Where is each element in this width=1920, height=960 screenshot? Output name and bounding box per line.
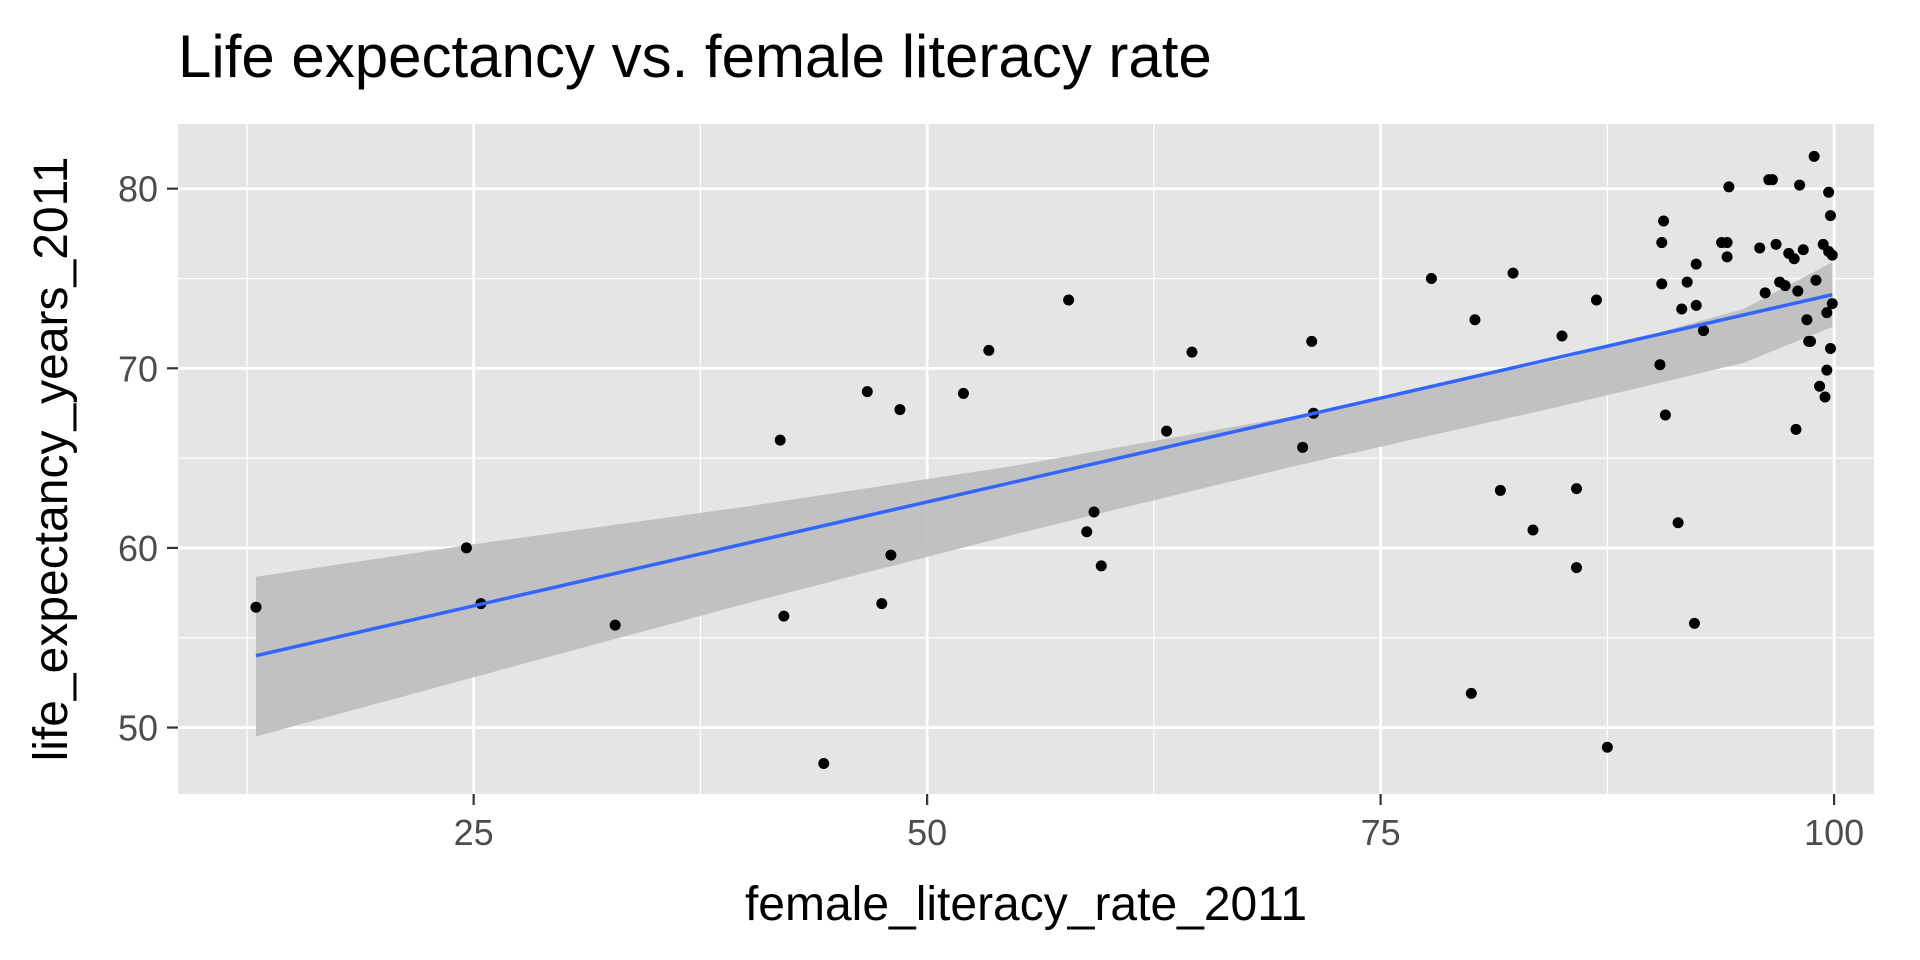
data-point — [1494, 484, 1506, 496]
data-point — [1690, 299, 1702, 311]
data-point — [1672, 517, 1684, 529]
data-point — [1469, 314, 1481, 326]
data-point — [1723, 181, 1735, 193]
data-point — [1590, 294, 1602, 306]
x-tick-label: 25 — [454, 812, 494, 853]
data-point — [1688, 617, 1700, 629]
data-point — [1063, 294, 1075, 306]
data-point — [876, 598, 888, 610]
data-point — [460, 542, 472, 554]
data-point — [1297, 441, 1309, 453]
y-tick-label: 50 — [118, 708, 158, 749]
data-point — [1819, 391, 1831, 403]
y-tick-label: 70 — [118, 348, 158, 389]
data-point — [609, 619, 621, 631]
data-point — [1465, 687, 1477, 699]
confidence-band — [256, 262, 1833, 737]
data-point — [1676, 303, 1688, 315]
data-point — [1601, 741, 1613, 753]
data-point — [1797, 244, 1809, 256]
axes: 25 50 75 100 50 60 70 80 — [118, 169, 1864, 853]
data-point — [1081, 526, 1093, 538]
data-point — [1186, 346, 1198, 358]
data-point — [1754, 242, 1766, 254]
data-point — [1821, 307, 1833, 319]
chart-title: Life expectancy vs. female literacy rate — [178, 23, 1212, 90]
data-point — [885, 549, 897, 561]
data-point — [1808, 150, 1820, 162]
data-point — [1659, 409, 1671, 421]
x-tick-label: 75 — [1361, 812, 1401, 853]
data-point — [250, 601, 262, 613]
data-point — [1556, 330, 1568, 342]
data-point — [861, 386, 873, 398]
data-point — [1681, 276, 1693, 288]
data-point — [1790, 423, 1802, 435]
y-tick-label: 60 — [118, 528, 158, 569]
data-point — [1527, 524, 1539, 536]
data-point — [1571, 483, 1583, 495]
data-point — [778, 610, 790, 622]
data-point — [1656, 237, 1668, 249]
data-point — [1759, 287, 1771, 299]
data-point — [1721, 237, 1733, 249]
data-point — [957, 387, 969, 399]
data-point — [1721, 251, 1733, 263]
x-tick-label: 50 — [907, 812, 947, 853]
data-point — [1571, 562, 1583, 574]
data-point — [1654, 359, 1666, 371]
data-point — [1826, 249, 1838, 261]
data-point — [1779, 280, 1791, 292]
data-point — [1823, 186, 1835, 198]
data-point — [1088, 506, 1100, 518]
data-point — [1805, 335, 1817, 347]
data-point — [1824, 343, 1836, 355]
x-tick-label: 100 — [1804, 812, 1864, 853]
data-point — [1766, 174, 1778, 186]
data-point — [1690, 258, 1702, 270]
data-point — [1425, 272, 1437, 284]
data-point — [894, 404, 906, 416]
fit-line-layer — [255, 292, 1833, 658]
x-axis-title: female_literacy_rate_2011 — [745, 878, 1307, 931]
data-point — [1658, 215, 1670, 227]
data-point — [1821, 364, 1833, 376]
data-point — [1814, 380, 1826, 392]
data-point — [1306, 335, 1318, 347]
data-point — [1770, 238, 1782, 250]
data-point — [1826, 298, 1838, 310]
data-point — [1792, 285, 1804, 297]
regression-line — [255, 292, 1833, 658]
confidence-band-layer — [256, 262, 1833, 737]
data-point — [818, 757, 830, 769]
major-gridlines — [178, 124, 1874, 794]
data-point — [1794, 179, 1806, 191]
data-point — [1697, 325, 1709, 337]
data-point — [1656, 278, 1668, 290]
y-axis-title: life_expectancy_years_2011 — [25, 157, 78, 762]
data-point — [774, 434, 786, 446]
data-point — [1507, 267, 1519, 279]
data-point — [1824, 210, 1836, 222]
plot-panel — [178, 124, 1874, 794]
y-tick-label: 80 — [118, 169, 158, 210]
data-point — [1095, 560, 1107, 572]
points-layer — [250, 150, 1838, 769]
data-point — [1810, 274, 1822, 286]
data-point — [1801, 314, 1813, 326]
data-point — [983, 344, 995, 356]
data-point — [1161, 425, 1173, 437]
data-point — [1788, 253, 1800, 265]
